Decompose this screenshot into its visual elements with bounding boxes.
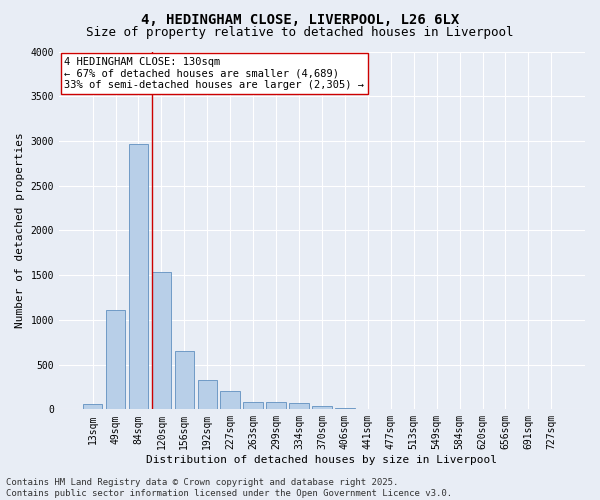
- Bar: [106, 310, 125, 410]
- Text: Size of property relative to detached houses in Liverpool: Size of property relative to detached ho…: [86, 26, 514, 39]
- Bar: [266, 402, 286, 409]
- Text: Contains HM Land Registry data © Crown copyright and database right 2025.
Contai: Contains HM Land Registry data © Crown c…: [6, 478, 452, 498]
- Text: 4 HEDINGHAM CLOSE: 130sqm
← 67% of detached houses are smaller (4,689)
33% of se: 4 HEDINGHAM CLOSE: 130sqm ← 67% of detac…: [64, 57, 364, 90]
- Bar: [289, 403, 309, 409]
- X-axis label: Distribution of detached houses by size in Liverpool: Distribution of detached houses by size …: [146, 455, 497, 465]
- Bar: [335, 408, 355, 410]
- Text: 4, HEDINGHAM CLOSE, LIVERPOOL, L26 6LX: 4, HEDINGHAM CLOSE, LIVERPOOL, L26 6LX: [141, 12, 459, 26]
- Bar: [175, 351, 194, 410]
- Bar: [244, 402, 263, 409]
- Bar: [197, 380, 217, 410]
- Bar: [129, 144, 148, 410]
- Bar: [83, 404, 103, 409]
- Bar: [152, 272, 171, 409]
- Bar: [220, 390, 240, 409]
- Bar: [312, 406, 332, 409]
- Y-axis label: Number of detached properties: Number of detached properties: [15, 132, 25, 328]
